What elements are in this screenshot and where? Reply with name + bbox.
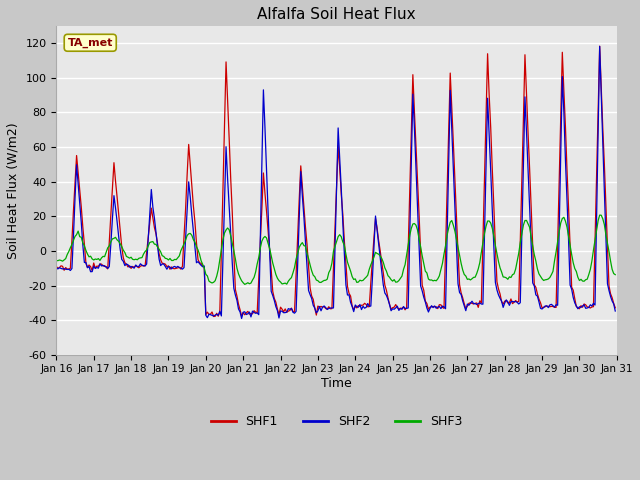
Line: SHF3: SHF3 <box>56 215 615 284</box>
Line: SHF2: SHF2 <box>56 47 615 318</box>
SHF3 <box>611 272 619 277</box>
SHF2 <box>249 308 257 314</box>
SHF2 <box>239 309 247 315</box>
Y-axis label: Soil Heat Flux (W/m2): Soil Heat Flux (W/m2) <box>7 122 20 259</box>
SHF3 <box>238 278 246 284</box>
SHF2 <box>611 308 619 314</box>
SHF3 <box>249 277 257 283</box>
SHF3 <box>596 212 604 218</box>
SHF3 <box>241 281 248 287</box>
SHF1 <box>298 184 306 190</box>
SHF2 <box>582 305 589 311</box>
SHF1 <box>121 260 129 265</box>
Line: SHF1: SHF1 <box>56 46 615 316</box>
SHF1 <box>52 264 60 269</box>
Title: Alfalfa Soil Heat Flux: Alfalfa Soil Heat Flux <box>257 7 416 22</box>
SHF1 <box>249 311 257 317</box>
SHF2 <box>238 315 246 321</box>
SHF3 <box>52 258 60 264</box>
SHF2 <box>298 193 306 199</box>
SHF1 <box>611 305 619 311</box>
Text: TA_met: TA_met <box>68 37 113 48</box>
SHF1 <box>582 302 589 308</box>
SHF2 <box>219 257 227 263</box>
SHF2 <box>596 44 604 49</box>
SHF1 <box>596 43 604 49</box>
SHF3 <box>582 277 589 283</box>
SHF1 <box>210 313 218 319</box>
Legend: SHF1, SHF2, SHF3: SHF1, SHF2, SHF3 <box>205 410 468 433</box>
SHF1 <box>239 310 247 315</box>
SHF2 <box>121 263 129 268</box>
SHF1 <box>221 121 228 127</box>
SHF2 <box>52 265 60 271</box>
SHF3 <box>219 237 227 242</box>
SHF3 <box>121 250 129 255</box>
SHF3 <box>298 240 306 245</box>
X-axis label: Time: Time <box>321 377 352 390</box>
